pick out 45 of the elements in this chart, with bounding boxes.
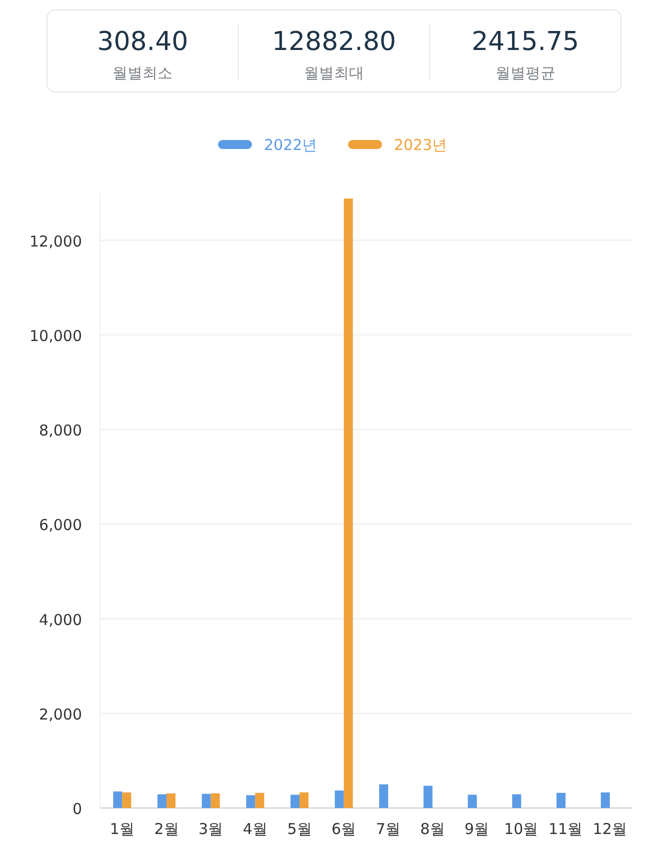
bar	[122, 792, 132, 808]
bar	[246, 795, 256, 808]
x-tick-label: 8월	[420, 820, 445, 838]
y-tick-label: 6,000	[39, 516, 82, 534]
y-tick-label: 2,000	[39, 705, 82, 724]
text: 2415.75	[472, 27, 580, 57]
y-tick-label: 12,000	[30, 232, 82, 250]
bar	[255, 792, 264, 808]
bar	[202, 794, 211, 808]
text: 월별평균	[495, 64, 556, 82]
bar	[158, 794, 166, 808]
y-tick-label: 8,000	[39, 422, 82, 440]
x-tick-label: 5월	[287, 820, 312, 838]
x-tick-label: 9월	[464, 820, 490, 838]
bar	[166, 793, 176, 808]
bar	[468, 794, 477, 808]
legend-label: 2023년	[394, 136, 448, 154]
y-tick-label: 10,000	[30, 326, 82, 345]
x-tick-label: 6월	[332, 820, 356, 838]
text: 월별최소	[112, 64, 173, 82]
legend-label: 2022년	[264, 136, 318, 154]
y-tick-label: 4,000	[39, 610, 82, 629]
x-tick-label: 1월	[110, 820, 134, 838]
x-tick-label: 4월	[242, 820, 268, 838]
bar	[344, 198, 353, 808]
y-tick-label: 0	[72, 800, 82, 818]
bar	[424, 786, 432, 808]
x-tick-label: 10월	[504, 820, 538, 838]
bar	[113, 791, 122, 808]
bar	[210, 793, 220, 808]
bar	[300, 792, 308, 808]
text: 12882.80	[272, 27, 396, 57]
bar	[600, 792, 610, 808]
x-tick-label: 3월	[198, 820, 224, 838]
bar	[379, 784, 388, 808]
bar	[556, 792, 566, 808]
text: 308.40	[97, 27, 188, 57]
bar	[512, 794, 522, 808]
bar	[290, 794, 300, 808]
x-tick-label: 2월	[154, 820, 179, 838]
x-tick-label: 12월	[592, 820, 627, 838]
x-tick-label: 11월	[548, 820, 583, 838]
x-tick-label: 7월	[376, 820, 400, 838]
text: 월별최대	[304, 64, 364, 82]
bar	[334, 790, 344, 808]
